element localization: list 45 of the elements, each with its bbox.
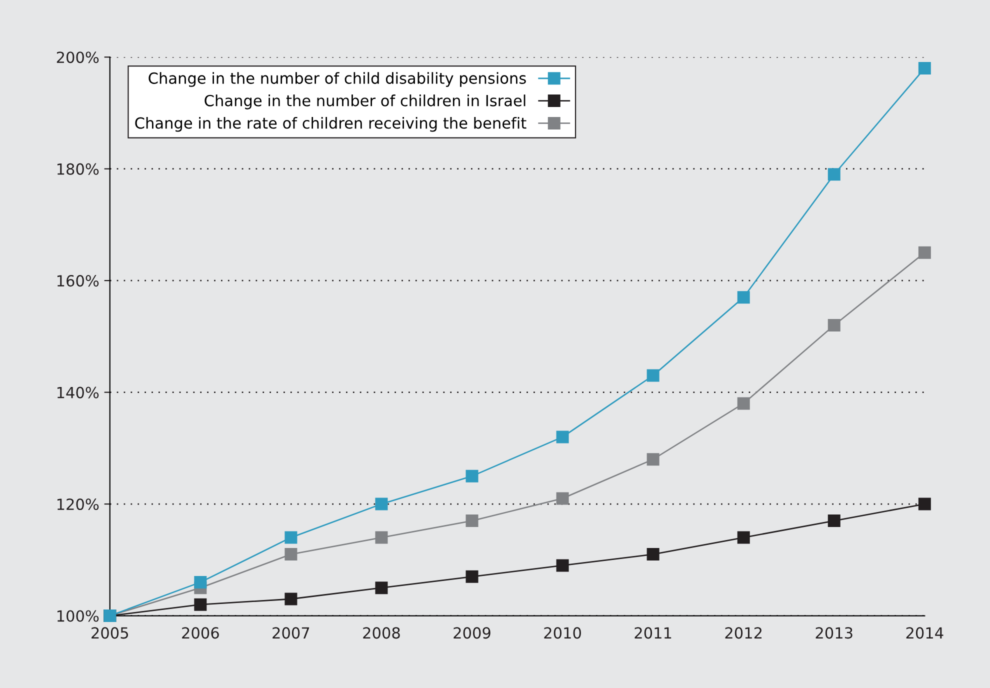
point bbox=[737, 291, 750, 304]
y-tick-label: 140% bbox=[57, 386, 99, 398]
y-tick-label: 120% bbox=[57, 498, 99, 510]
point bbox=[194, 576, 207, 588]
y-tick-label: 100% bbox=[57, 610, 99, 622]
point bbox=[737, 531, 750, 544]
point bbox=[737, 397, 750, 410]
x-tick-label: 2012 bbox=[725, 627, 762, 639]
point bbox=[828, 514, 840, 528]
point bbox=[918, 246, 931, 259]
x-tick-label: 2011 bbox=[634, 627, 672, 639]
x-tick-label: 2006 bbox=[182, 627, 219, 639]
point bbox=[375, 582, 388, 594]
point bbox=[918, 498, 931, 510]
y-tick-label: 160% bbox=[57, 275, 99, 287]
point bbox=[375, 498, 388, 510]
x-tick-label: 2014 bbox=[906, 627, 944, 639]
point bbox=[284, 548, 298, 561]
point bbox=[646, 453, 660, 466]
point bbox=[466, 570, 478, 583]
point bbox=[828, 319, 840, 332]
x-tick-label: 2008 bbox=[363, 627, 400, 639]
point bbox=[375, 531, 388, 544]
legend-label: Change in the number of children in Israel bbox=[204, 94, 526, 110]
x-tick-label: 2013 bbox=[816, 627, 852, 639]
x-tick-label: 2010 bbox=[544, 627, 581, 639]
x-tick-label: 2005 bbox=[92, 627, 128, 639]
point bbox=[284, 531, 298, 544]
legend-label: Change in the number of child disability pensions bbox=[148, 72, 526, 87]
point bbox=[556, 492, 569, 505]
x-tick-label: 2007 bbox=[272, 627, 310, 639]
y-tick-label: 180% bbox=[57, 163, 99, 175]
y-tick-label: 200% bbox=[56, 52, 99, 64]
point bbox=[466, 470, 478, 482]
point bbox=[828, 168, 840, 181]
x-tick-label: 2009 bbox=[454, 627, 490, 639]
point bbox=[556, 559, 569, 572]
point bbox=[646, 369, 660, 382]
point bbox=[918, 62, 931, 75]
point bbox=[646, 548, 660, 561]
point bbox=[556, 430, 569, 444]
point bbox=[284, 592, 298, 606]
legend-label: Change in the rate of children receiving the benefit bbox=[135, 116, 526, 132]
point bbox=[194, 598, 207, 611]
point bbox=[466, 514, 478, 528]
